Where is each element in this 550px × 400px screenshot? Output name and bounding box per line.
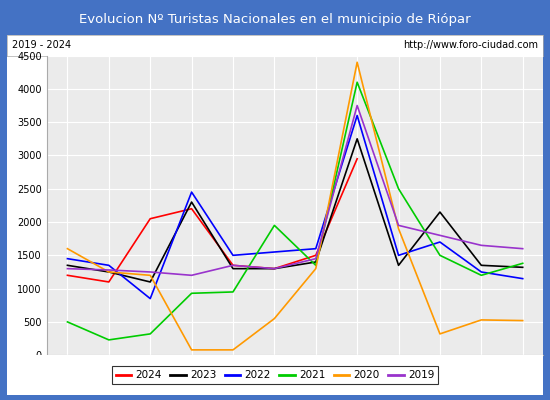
Text: Evolucion Nº Turistas Nacionales en el municipio de Riópar: Evolucion Nº Turistas Nacionales en el m…	[79, 13, 471, 26]
Legend: 2024, 2023, 2022, 2021, 2020, 2019: 2024, 2023, 2022, 2021, 2020, 2019	[112, 366, 438, 384]
Text: 2019 - 2024: 2019 - 2024	[12, 40, 71, 50]
Text: http://www.foro-ciudad.com: http://www.foro-ciudad.com	[403, 40, 538, 50]
